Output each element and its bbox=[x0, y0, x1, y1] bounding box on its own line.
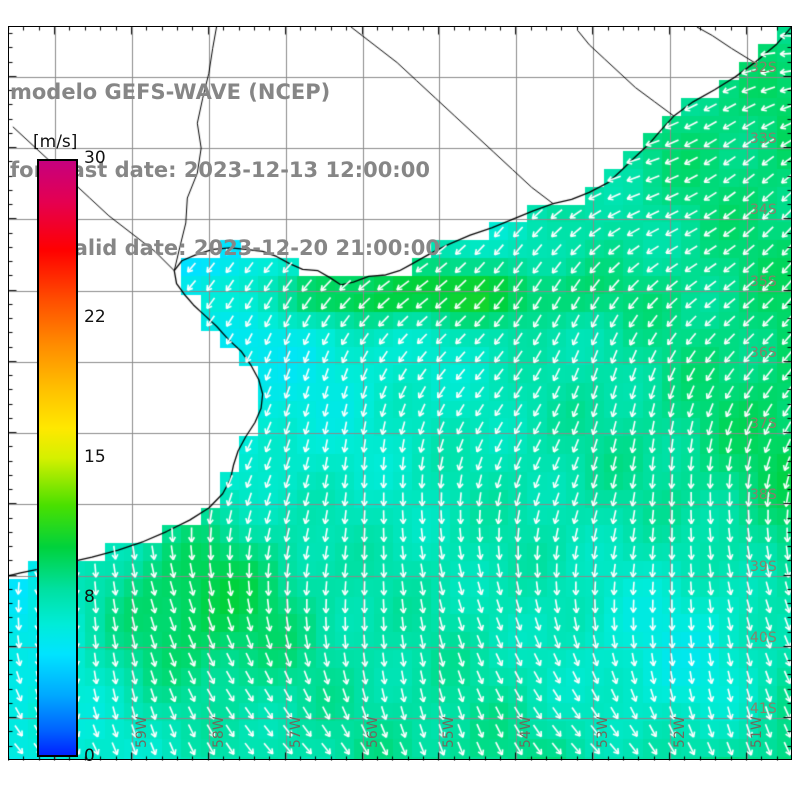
lon-label-53W: 53W bbox=[595, 716, 612, 748]
lon-label-56W: 56W bbox=[364, 716, 381, 748]
lat-label-38S: 38S bbox=[750, 487, 777, 504]
lon-label-52W: 52W bbox=[672, 716, 689, 748]
right-tick-rail bbox=[782, 26, 792, 760]
colorbar bbox=[37, 159, 78, 757]
lon-label-55W: 55W bbox=[441, 716, 458, 748]
lat-label-36S: 36S bbox=[750, 344, 777, 361]
colorbar-tick-22: 22 bbox=[84, 307, 106, 328]
colorbar-tick-30: 30 bbox=[84, 148, 106, 168]
forecast-date: forecast date: 2023-12-13 12:00:00 bbox=[10, 158, 430, 182]
lon-label-59W: 59W bbox=[133, 716, 150, 748]
lat-label-32S: 32S bbox=[750, 59, 777, 76]
top-tick-rail bbox=[8, 26, 792, 36]
valid-date: valid date: 2023-12-20 21:00:00 bbox=[60, 236, 440, 260]
lat-label-40S: 40S bbox=[750, 629, 777, 646]
lon-label-57W: 57W bbox=[287, 716, 304, 748]
title-block: modelo GEFS-WAVE (NCEP) forecast date: 2… bbox=[10, 27, 490, 313]
bottom-tick-rail bbox=[8, 751, 792, 761]
left-tick-rail bbox=[8, 26, 18, 760]
colorbar-tick-15: 15 bbox=[84, 447, 106, 467]
lat-label-39S: 39S bbox=[750, 558, 777, 575]
model-title: modelo GEFS-WAVE (NCEP) bbox=[10, 80, 331, 104]
lat-label-41S: 41S bbox=[750, 701, 777, 718]
lon-label-51W: 51W bbox=[748, 716, 765, 748]
map-plot-area[interactable] bbox=[9, 27, 791, 759]
lon-label-54W: 54W bbox=[518, 716, 535, 748]
lat-label-35S: 35S bbox=[750, 273, 777, 290]
lon-label-58W: 58W bbox=[210, 716, 227, 748]
colorbar-unit-label: [m/s] bbox=[33, 132, 78, 152]
lat-label-33S: 33S bbox=[750, 131, 777, 148]
colorbar-tick-8: 8 bbox=[84, 586, 95, 607]
map-frame bbox=[8, 26, 792, 760]
lat-label-37S: 37S bbox=[750, 416, 777, 433]
lat-label-34S: 34S bbox=[750, 202, 777, 219]
wind-vector-arrows bbox=[9, 27, 791, 759]
colorbar-tick-0: 0 bbox=[84, 746, 95, 766]
